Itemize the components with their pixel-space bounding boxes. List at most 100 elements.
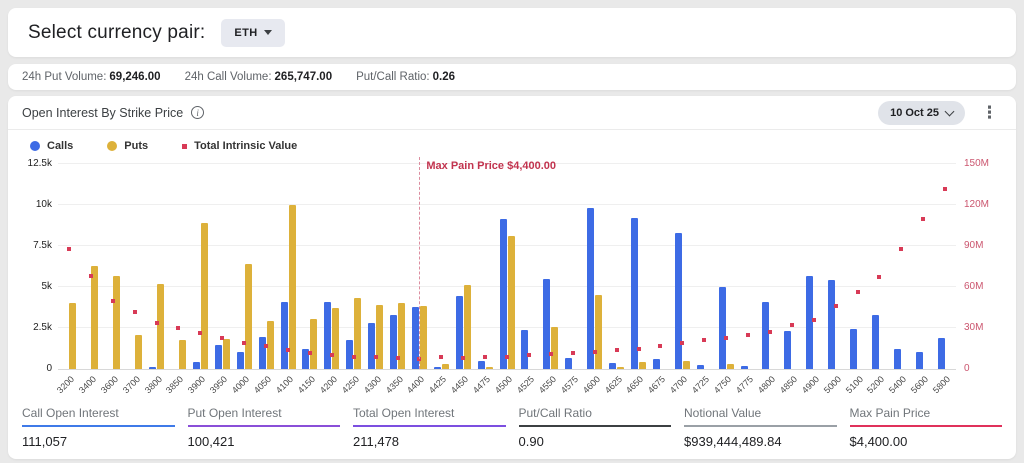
calls-bar-4000[interactable] bbox=[236, 351, 244, 369]
expiry-date-select[interactable]: 10 Oct 25 bbox=[878, 100, 965, 125]
kebab-menu-icon[interactable]: ⋮ bbox=[981, 103, 998, 122]
calls-bar-4250[interactable] bbox=[346, 340, 354, 369]
intrinsic-dot-4200[interactable] bbox=[329, 352, 334, 357]
calls-bar-4775[interactable] bbox=[740, 365, 748, 369]
intrinsic-dot-4775[interactable] bbox=[746, 332, 751, 337]
calls-bar-4800[interactable] bbox=[762, 301, 770, 369]
calls-bar-4600[interactable] bbox=[587, 208, 595, 369]
calls-bar-4050[interactable] bbox=[258, 337, 266, 369]
calls-bar-5000[interactable] bbox=[828, 280, 836, 369]
puts-bar-3400[interactable] bbox=[91, 265, 99, 369]
calls-bar-4150[interactable] bbox=[302, 348, 310, 369]
calls-bar-4525[interactable] bbox=[521, 330, 529, 369]
intrinsic-dot-5600[interactable] bbox=[921, 216, 926, 221]
puts-bar-4350[interactable] bbox=[398, 303, 406, 369]
calls-bar-4200[interactable] bbox=[324, 301, 332, 369]
puts-bar-4400[interactable] bbox=[419, 305, 427, 369]
intrinsic-dot-4725[interactable] bbox=[702, 338, 707, 343]
legend-item-intrinsic[interactable]: Total Intrinsic Value bbox=[182, 140, 297, 152]
intrinsic-dot-4800[interactable] bbox=[767, 330, 772, 335]
intrinsic-dot-5100[interactable] bbox=[855, 290, 860, 295]
puts-bar-3950[interactable] bbox=[222, 338, 230, 369]
legend-item-calls[interactable]: Calls bbox=[30, 140, 73, 152]
intrinsic-dot-4900[interactable] bbox=[811, 317, 816, 322]
calls-bar-5800[interactable] bbox=[937, 337, 945, 369]
intrinsic-dot-4250[interactable] bbox=[351, 354, 356, 359]
puts-bar-3200[interactable] bbox=[69, 303, 77, 369]
intrinsic-dot-4600[interactable] bbox=[592, 349, 597, 354]
intrinsic-dot-3800[interactable] bbox=[154, 320, 159, 325]
puts-bar-3900[interactable] bbox=[200, 223, 208, 369]
intrinsic-dot-5000[interactable] bbox=[833, 304, 838, 309]
intrinsic-dot-3900[interactable] bbox=[198, 331, 203, 336]
intrinsic-dot-4000[interactable] bbox=[242, 341, 247, 346]
calls-bar-4675[interactable] bbox=[652, 359, 660, 369]
puts-bar-4500[interactable] bbox=[507, 236, 515, 369]
calls-bar-4850[interactable] bbox=[784, 331, 792, 369]
calls-bar-4725[interactable] bbox=[696, 364, 704, 369]
intrinsic-dot-3400[interactable] bbox=[88, 274, 93, 279]
puts-bar-4100[interactable] bbox=[288, 205, 296, 369]
legend-item-puts[interactable]: Puts bbox=[107, 140, 148, 152]
intrinsic-dot-4300[interactable] bbox=[373, 355, 378, 360]
puts-bar-4150[interactable] bbox=[310, 318, 318, 369]
calls-bar-4500[interactable] bbox=[499, 218, 507, 369]
puts-bar-3800[interactable] bbox=[157, 283, 165, 369]
calls-bar-5200[interactable] bbox=[871, 314, 879, 369]
calls-bar-4700[interactable] bbox=[674, 232, 682, 369]
intrinsic-dot-4425[interactable] bbox=[439, 355, 444, 360]
puts-bar-3600[interactable] bbox=[113, 275, 121, 369]
calls-bar-4575[interactable] bbox=[565, 357, 573, 369]
calls-bar-5600[interactable] bbox=[915, 351, 923, 369]
intrinsic-dot-4350[interactable] bbox=[395, 356, 400, 361]
calls-bar-4450[interactable] bbox=[455, 296, 463, 369]
intrinsic-dot-4625[interactable] bbox=[614, 347, 619, 352]
calls-bar-4350[interactable] bbox=[390, 314, 398, 369]
intrinsic-dot-4675[interactable] bbox=[658, 344, 663, 349]
calls-bar-4650[interactable] bbox=[631, 218, 639, 369]
calls-bar-4900[interactable] bbox=[806, 275, 814, 369]
intrinsic-dot-4525[interactable] bbox=[526, 353, 531, 358]
puts-bar-4425[interactable] bbox=[441, 364, 449, 369]
intrinsic-dot-4575[interactable] bbox=[570, 350, 575, 355]
currency-pair-select[interactable]: ETH bbox=[221, 18, 285, 47]
calls-bar-3800[interactable] bbox=[149, 366, 157, 369]
intrinsic-dot-5400[interactable] bbox=[899, 246, 904, 251]
intrinsic-dot-4100[interactable] bbox=[286, 347, 291, 352]
calls-bar-4625[interactable] bbox=[609, 363, 617, 369]
intrinsic-dot-3600[interactable] bbox=[110, 298, 115, 303]
puts-bar-4750[interactable] bbox=[726, 364, 734, 369]
puts-bar-4200[interactable] bbox=[332, 307, 340, 369]
puts-bar-4050[interactable] bbox=[266, 321, 274, 369]
puts-bar-4650[interactable] bbox=[639, 362, 647, 369]
puts-bar-4250[interactable] bbox=[354, 297, 362, 369]
puts-bar-4625[interactable] bbox=[617, 367, 625, 369]
calls-bar-3900[interactable] bbox=[192, 361, 200, 369]
intrinsic-dot-4650[interactable] bbox=[636, 346, 641, 351]
puts-bar-3850[interactable] bbox=[178, 340, 186, 369]
intrinsic-dot-3200[interactable] bbox=[66, 246, 71, 251]
intrinsic-dot-4550[interactable] bbox=[548, 351, 553, 356]
intrinsic-dot-3700[interactable] bbox=[132, 309, 137, 314]
calls-bar-3950[interactable] bbox=[214, 345, 222, 369]
puts-bar-4550[interactable] bbox=[551, 327, 559, 369]
intrinsic-dot-3850[interactable] bbox=[176, 326, 181, 330]
calls-bar-5400[interactable] bbox=[893, 349, 901, 369]
calls-bar-4100[interactable] bbox=[280, 301, 288, 369]
calls-bar-4550[interactable] bbox=[543, 278, 551, 369]
puts-bar-4450[interactable] bbox=[463, 285, 471, 369]
intrinsic-dot-4500[interactable] bbox=[505, 355, 510, 360]
info-icon[interactable]: i bbox=[191, 106, 205, 119]
calls-bar-4425[interactable] bbox=[433, 366, 441, 369]
puts-bar-4000[interactable] bbox=[244, 264, 252, 369]
calls-bar-4400[interactable] bbox=[411, 306, 419, 369]
intrinsic-dot-5800[interactable] bbox=[943, 186, 948, 191]
puts-bar-3700[interactable] bbox=[135, 334, 143, 369]
intrinsic-dot-4750[interactable] bbox=[724, 336, 729, 341]
intrinsic-dot-4700[interactable] bbox=[680, 341, 685, 346]
intrinsic-dot-4450[interactable] bbox=[461, 356, 466, 361]
intrinsic-dot-4050[interactable] bbox=[264, 343, 269, 348]
intrinsic-dot-4850[interactable] bbox=[789, 323, 794, 328]
calls-bar-4300[interactable] bbox=[368, 323, 376, 369]
puts-bar-4475[interactable] bbox=[485, 366, 493, 369]
